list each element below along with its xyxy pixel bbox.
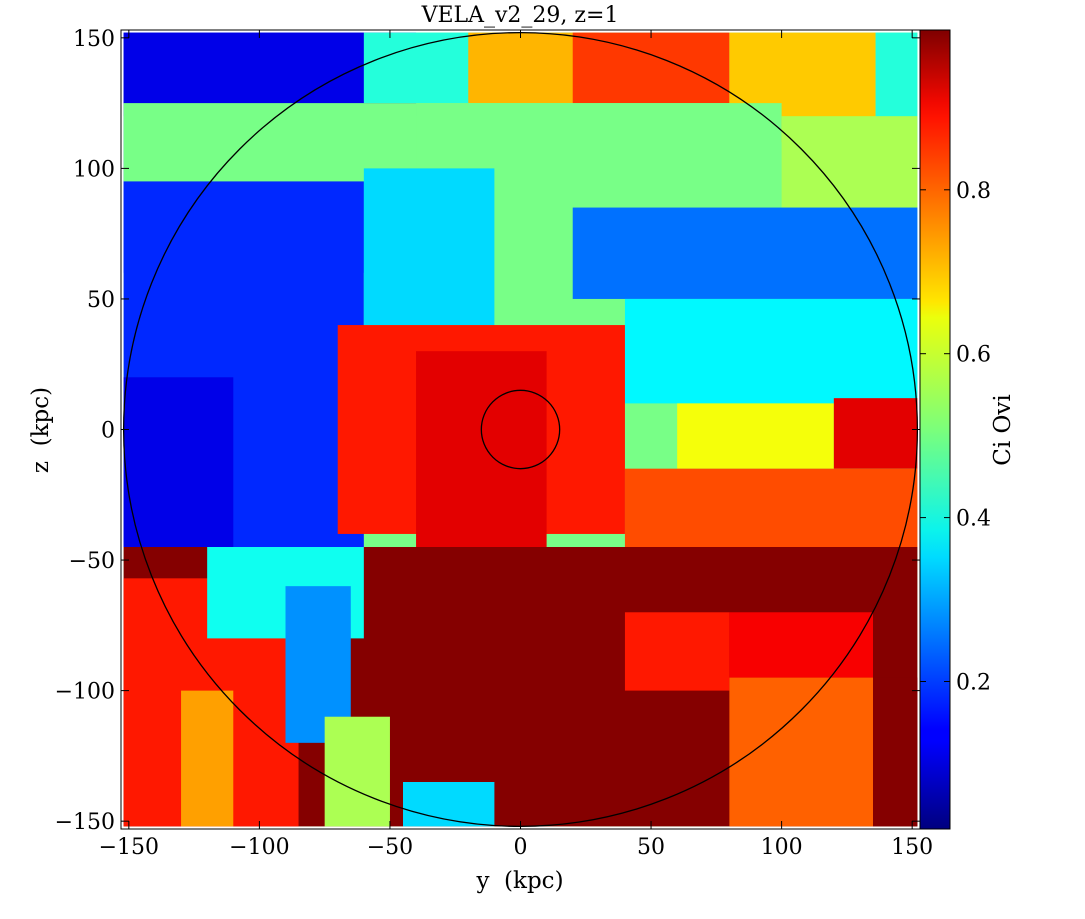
heatmap-cell (572, 207, 918, 299)
heatmap-cell (363, 168, 495, 326)
heatmap-cell (403, 782, 495, 827)
x-axis-label: y (kpc) (475, 868, 563, 894)
chart-title: VELA_v2_29, z=1 (421, 3, 619, 28)
colorbar-tick-label: 0.4 (956, 507, 991, 532)
y-tick-label: 0 (101, 419, 115, 444)
x-axis: −150 −100 −50 0 50 100 150 (99, 30, 933, 860)
colorbar-tick-label: 0.8 (956, 179, 991, 204)
heatmap-cell (781, 116, 918, 208)
colorbar-label: Ci Ovi (990, 394, 1016, 465)
radius-circle (480, 389, 561, 470)
heatmap-cell (729, 612, 873, 678)
heatmap-cell (572, 32, 730, 104)
y-tick-label: −100 (55, 680, 115, 705)
heatmap-cell (416, 351, 547, 547)
y-tick-label: −150 (55, 810, 115, 835)
y-tick-label: 100 (73, 157, 115, 182)
heatmap-cell (123, 377, 234, 547)
y-tick-label: −50 (69, 549, 115, 574)
colorbar-axis: 0.2 0.4 0.6 0.8 (920, 179, 991, 695)
colorbar-tick-label: 0.6 (956, 343, 991, 368)
heatmap-cell (624, 468, 918, 547)
colorbar-tick-label: 0.2 (956, 670, 991, 695)
plot-area (123, 32, 918, 827)
x-tick-label: 100 (761, 835, 803, 860)
x-tick-label: 150 (891, 835, 933, 860)
heatmap-cell (677, 403, 834, 469)
heatmap-cell (624, 612, 730, 691)
y-tick-label: 150 (73, 27, 115, 52)
heatmap-cell (729, 677, 873, 827)
colorbar (919, 29, 951, 830)
heatmap-cell (873, 677, 918, 827)
y-tick-label: 50 (87, 288, 115, 313)
y-axis: −150 −100 −50 0 50 100 150 (55, 27, 920, 835)
heatmap-cell (324, 716, 390, 827)
x-tick-label: −150 (99, 835, 159, 860)
x-tick-label: 0 (514, 835, 528, 860)
heatmap-cell (624, 298, 918, 404)
x-tick-label: −100 (229, 835, 289, 860)
heatmap-cell (181, 690, 234, 827)
x-tick-label: −50 (367, 835, 413, 860)
x-tick-label: 50 (637, 835, 665, 860)
y-axis-label: z (kpc) (28, 387, 54, 473)
heatmap-cell (833, 398, 918, 469)
